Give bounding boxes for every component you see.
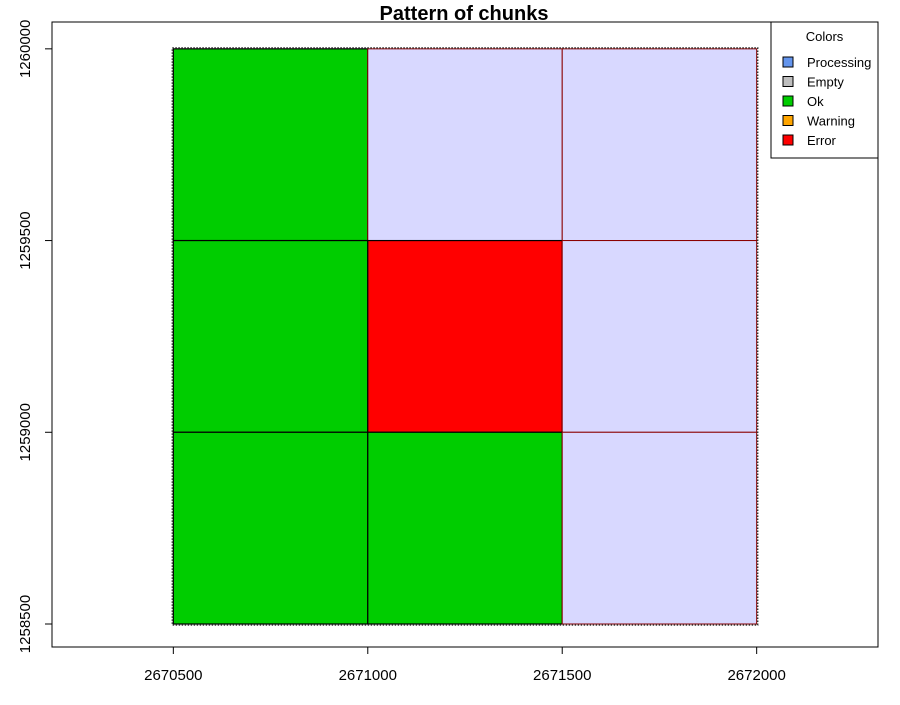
legend-label: Error <box>807 133 837 148</box>
chunk-pending <box>367 48 563 242</box>
chunk-error <box>367 239 563 433</box>
chunk-pending <box>561 240 758 433</box>
legend-swatch <box>782 56 794 68</box>
axes-layer: 2670500 2671000 2671500 2672000 1258500 12590… <box>17 20 879 684</box>
legend-swatch <box>782 76 794 87</box>
legend-swatch <box>782 95 794 107</box>
chunk-ok <box>172 48 369 242</box>
legend-label: Empty <box>807 75 844 90</box>
chunk-pending <box>561 431 758 625</box>
chunk-ok <box>172 239 369 433</box>
chunk-ok <box>367 431 563 625</box>
chunk-area-outline <box>171 47 759 626</box>
legend-title: Colors <box>806 29 844 44</box>
chart-title: Pattern of chunks <box>380 3 549 25</box>
legend-label: Ok <box>807 94 824 109</box>
x-tick-label: 2672000 <box>727 667 785 684</box>
y-tick-label: 1259500 <box>17 211 34 269</box>
plot-frame <box>51 21 879 648</box>
y-tick-label: 1260000 <box>17 20 34 78</box>
y-tick-label: 1258500 <box>17 595 34 653</box>
x-tick-label: 2670500 <box>144 667 202 684</box>
y-tick-label: 1259000 <box>17 403 34 461</box>
legend-label: Processing <box>807 55 871 70</box>
chunk-ok <box>172 431 369 625</box>
legend-swatch <box>782 134 794 146</box>
legend-label: Warning <box>807 114 855 129</box>
x-tick-label: 2671000 <box>339 667 397 684</box>
legend-swatch <box>782 115 794 126</box>
legend: Colors Processing Empty Ok Warning Error <box>770 21 879 159</box>
chunks-layer <box>171 47 759 626</box>
chunk-pending <box>561 48 758 242</box>
x-tick-label: 2671500 <box>533 667 591 684</box>
